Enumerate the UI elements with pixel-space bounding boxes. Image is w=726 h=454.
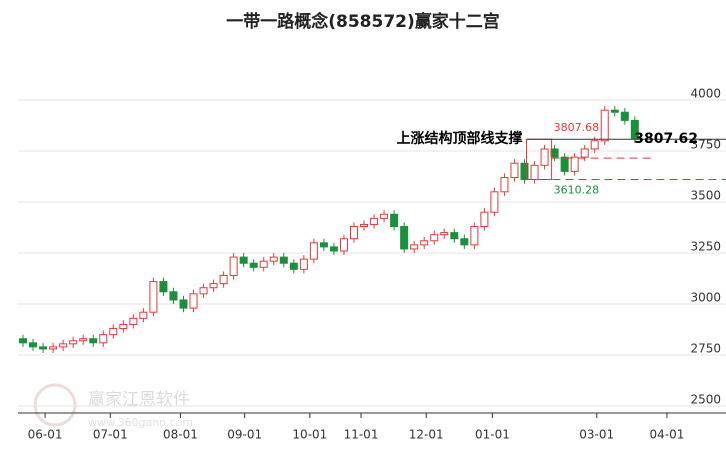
candle-body <box>590 140 599 150</box>
y-tick-label: 3000 <box>690 291 721 305</box>
candle-body <box>139 311 148 319</box>
candle-body <box>109 328 118 336</box>
candle-body <box>149 281 158 313</box>
candle-body <box>560 156 569 172</box>
support-text: 上涨结构顶部线支撑 <box>397 130 523 147</box>
box-high-label: 3807.68 <box>554 121 600 134</box>
x-tick-label: 10-01 <box>292 428 327 442</box>
candle-body <box>380 213 389 219</box>
candle-body <box>189 293 198 309</box>
candle-body <box>339 238 348 252</box>
candle-body <box>350 226 358 240</box>
candle-body <box>470 226 479 246</box>
candle-body <box>570 156 579 172</box>
candle-body <box>430 234 439 242</box>
candle-body <box>19 338 28 344</box>
y-tick-label: 3750 <box>690 138 721 152</box>
candle-body <box>239 256 248 264</box>
candle-body <box>269 256 278 262</box>
candle-body <box>600 109 609 142</box>
x-tick-label: 11-01 <box>344 428 379 442</box>
candle-body <box>520 162 529 181</box>
candle-body <box>620 111 629 121</box>
x-tick-label: 06-01 <box>28 428 63 442</box>
candle-body <box>99 334 108 344</box>
candle-body <box>89 338 98 344</box>
candle-body <box>309 242 318 260</box>
candle-body <box>229 256 238 276</box>
watermark-text: 赢家江恩软件 <box>88 390 190 410</box>
x-tick-label: 07-01 <box>93 428 128 442</box>
candle-body <box>199 287 208 295</box>
x-tick-label: 12-01 <box>409 428 444 442</box>
watermark-logo <box>33 383 77 427</box>
y-tick-label: 3250 <box>690 240 721 254</box>
candle-body <box>259 260 268 268</box>
candle-body <box>370 217 379 225</box>
candle-body <box>129 317 138 325</box>
support-value: 3807.62 <box>634 131 698 147</box>
candle-body <box>510 162 519 179</box>
candle-body <box>39 346 48 350</box>
candle-body <box>219 274 228 285</box>
y-tick-label: 2750 <box>690 342 721 356</box>
x-tick-label: 01-01 <box>475 428 510 442</box>
candle-body <box>410 244 419 250</box>
candle-body <box>299 258 308 270</box>
candle-body <box>460 238 469 246</box>
x-tick-label: 08-01 <box>163 428 198 442</box>
candle-body <box>179 299 188 309</box>
candle-body <box>530 164 539 181</box>
candle-body <box>610 109 619 113</box>
candle-body <box>580 148 589 158</box>
candle-body <box>480 211 489 227</box>
candle-body <box>360 223 369 227</box>
x-tick-label: 04-01 <box>649 428 684 442</box>
candle-body <box>400 226 409 250</box>
candle-body <box>440 232 449 236</box>
watermark: 赢家江恩软件 www.360gann.com <box>33 383 193 429</box>
candle-body <box>169 291 178 301</box>
candle-body <box>500 177 509 193</box>
candle-body <box>540 148 549 166</box>
candle-body <box>329 246 338 252</box>
chart-title: 一带一路概念(858572)赢家十二宫 <box>226 11 500 32</box>
x-tick-label: 03-01 <box>579 428 614 442</box>
candle-body <box>79 338 88 342</box>
watermark-url: www.360gann.com <box>88 416 193 429</box>
candle-body <box>279 256 288 264</box>
candle-body <box>209 283 218 289</box>
candle-body <box>319 242 328 248</box>
y-tick-label: 2500 <box>690 393 721 407</box>
candle-body <box>490 191 499 213</box>
candle-body <box>69 340 78 345</box>
candle-body <box>550 148 559 158</box>
candle-body <box>420 240 429 246</box>
y-tick-label: 4000 <box>690 86 721 100</box>
candle-body <box>49 346 58 350</box>
candle-body <box>119 323 128 330</box>
candle-body <box>159 281 168 293</box>
y-tick-label: 3500 <box>690 189 721 203</box>
candle-body <box>59 343 68 348</box>
x-tick-label: 09-01 <box>227 428 262 442</box>
candle-body <box>390 213 399 227</box>
candle-body <box>450 232 459 240</box>
candle-body <box>249 262 258 268</box>
box-low-label: 3610.28 <box>554 184 600 197</box>
candle-body <box>289 262 298 270</box>
candle-body <box>29 342 38 348</box>
